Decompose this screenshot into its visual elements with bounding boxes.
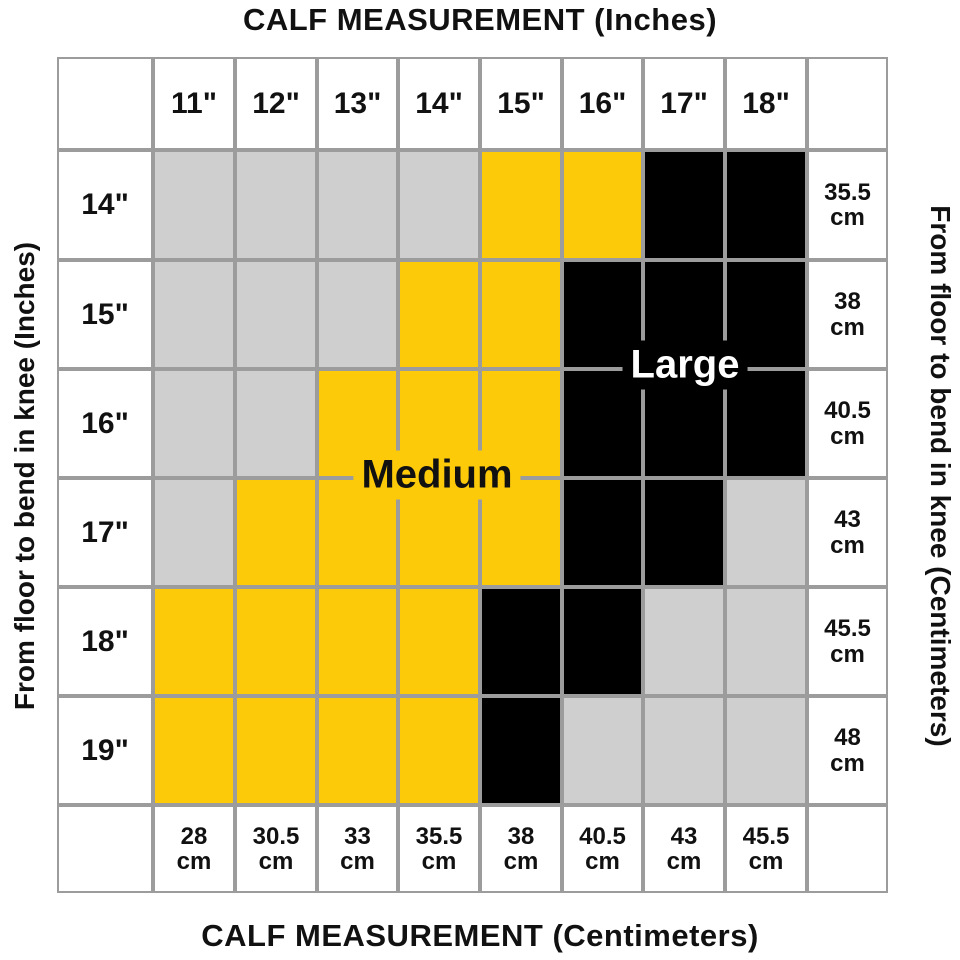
row-cm-text: 35.5 cm bbox=[824, 178, 871, 231]
corner-cell bbox=[59, 59, 151, 148]
size-cell bbox=[400, 698, 478, 803]
size-cell bbox=[564, 589, 641, 694]
column-cm: 30.5 cm bbox=[237, 807, 315, 891]
row-cm: 48 cm bbox=[809, 698, 886, 803]
size-cell bbox=[237, 589, 315, 694]
size-cell bbox=[564, 152, 641, 258]
size-label: Medium bbox=[353, 450, 521, 500]
size-cell bbox=[400, 262, 478, 367]
size-cell bbox=[400, 152, 478, 258]
size-cell bbox=[237, 262, 315, 367]
size-cell bbox=[727, 589, 805, 694]
size-cell bbox=[645, 589, 723, 694]
column-cm-text: 38 cm bbox=[503, 822, 539, 875]
row-inches: 16" bbox=[59, 371, 151, 476]
size-cell bbox=[155, 371, 233, 476]
size-cell bbox=[564, 480, 641, 585]
column-cm: 38 cm bbox=[482, 807, 560, 891]
column-cm-text: 45.5 cm bbox=[742, 822, 790, 875]
column-cm: 33 cm bbox=[319, 807, 396, 891]
column-cm-text: 33 cm bbox=[340, 822, 375, 875]
size-cell bbox=[155, 262, 233, 367]
row-cm: 38 cm bbox=[809, 262, 886, 367]
bottom-title: CALF MEASUREMENT (Centimeters) bbox=[201, 918, 759, 953]
size-cell bbox=[237, 371, 315, 476]
column-cm-text: 43 cm bbox=[666, 822, 702, 875]
row-inches: 15" bbox=[59, 262, 151, 367]
size-label: Large bbox=[622, 340, 748, 390]
column-cm: 40.5 cm bbox=[564, 807, 641, 891]
size-cell bbox=[482, 262, 560, 367]
row-inches: 18" bbox=[59, 589, 151, 694]
row-inches: 17" bbox=[59, 480, 151, 585]
row-inches: 19" bbox=[59, 698, 151, 803]
column-inches: 16" bbox=[564, 59, 641, 148]
column-inches: 18" bbox=[727, 59, 805, 148]
top-title: CALF MEASUREMENT (Inches) bbox=[242, 2, 718, 37]
size-cell bbox=[645, 698, 723, 803]
row-cm-text: 45.5 cm bbox=[824, 615, 871, 668]
size-cell bbox=[155, 698, 233, 803]
column-cm-text: 30.5 cm bbox=[252, 822, 300, 875]
column-cm-text: 40.5 cm bbox=[579, 822, 626, 875]
column-inches: 15" bbox=[482, 59, 560, 148]
column-inches: 17" bbox=[645, 59, 723, 148]
column-inches: 11" bbox=[155, 59, 233, 148]
size-cell bbox=[237, 698, 315, 803]
size-cell bbox=[482, 152, 560, 258]
size-cell bbox=[564, 698, 641, 803]
corner-cell bbox=[809, 807, 886, 891]
size-cell bbox=[155, 152, 233, 258]
size-cell bbox=[727, 698, 805, 803]
size-cell bbox=[400, 589, 478, 694]
corner-cell bbox=[809, 59, 886, 148]
size-cell bbox=[645, 152, 723, 258]
size-cell bbox=[482, 589, 560, 694]
column-cm: 28 cm bbox=[155, 807, 233, 891]
corner-cell bbox=[59, 807, 151, 891]
size-cell bbox=[319, 698, 396, 803]
row-cm: 35.5 cm bbox=[809, 152, 886, 258]
size-cell bbox=[319, 589, 396, 694]
column-cm: 35.5 cm bbox=[400, 807, 478, 891]
row-inches: 14" bbox=[59, 152, 151, 258]
size-cell bbox=[482, 698, 560, 803]
size-cell bbox=[237, 152, 315, 258]
size-cell bbox=[155, 589, 233, 694]
row-cm: 43 cm bbox=[809, 480, 886, 585]
size-cell bbox=[727, 152, 805, 258]
row-cm-text: 48 cm bbox=[830, 724, 865, 777]
right-axis-label: From floor to bend in knee (Centimeters) bbox=[925, 205, 956, 747]
row-cm-text: 40.5 cm bbox=[824, 397, 871, 450]
column-cm: 45.5 cm bbox=[727, 807, 805, 891]
size-cell bbox=[319, 262, 396, 367]
row-cm: 45.5 cm bbox=[809, 589, 886, 694]
column-inches: 14" bbox=[400, 59, 478, 148]
column-cm-text: 28 cm bbox=[176, 822, 212, 875]
size-cell bbox=[319, 152, 396, 258]
row-cm: 40.5 cm bbox=[809, 371, 886, 476]
column-inches: 13" bbox=[319, 59, 396, 148]
left-axis-label: From floor to bend in knee (Inches) bbox=[9, 241, 40, 711]
size-cell bbox=[155, 480, 233, 585]
column-inches: 12" bbox=[237, 59, 315, 148]
size-cell bbox=[237, 480, 315, 585]
row-cm-text: 43 cm bbox=[830, 506, 865, 559]
size-cell bbox=[727, 480, 805, 585]
row-cm-text: 38 cm bbox=[830, 288, 865, 341]
column-cm-text: 35.5 cm bbox=[415, 822, 463, 875]
column-cm: 43 cm bbox=[645, 807, 723, 891]
size-cell bbox=[645, 480, 723, 585]
